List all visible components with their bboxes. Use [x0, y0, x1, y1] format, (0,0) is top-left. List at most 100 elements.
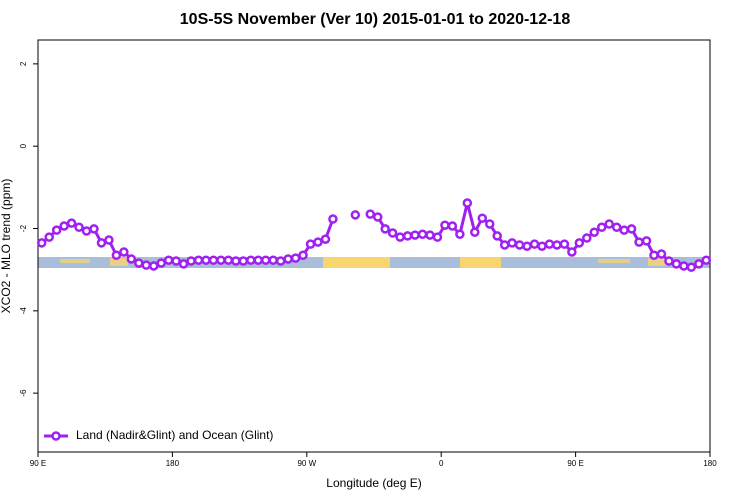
data-point — [619, 225, 629, 235]
data-point — [290, 253, 301, 263]
data-point — [634, 237, 644, 247]
data-point — [604, 219, 614, 229]
data-point — [499, 240, 510, 250]
data-point — [163, 255, 174, 265]
data-point — [402, 231, 413, 241]
data-point — [178, 259, 189, 269]
data-point — [537, 241, 547, 251]
land-band — [110, 258, 128, 266]
data-point — [596, 222, 607, 233]
data-point — [119, 247, 129, 257]
data-point — [582, 233, 592, 243]
data-point — [44, 232, 54, 242]
land-band — [460, 257, 501, 268]
data-point — [365, 209, 376, 219]
data-point — [417, 229, 428, 240]
land-band — [648, 258, 666, 266]
data-point — [432, 232, 443, 242]
data-point — [350, 210, 361, 220]
data-point — [380, 224, 390, 234]
data-point — [425, 230, 435, 240]
data-point — [246, 255, 256, 265]
data-point — [156, 258, 166, 268]
data-point — [544, 239, 555, 249]
data-point — [574, 238, 585, 248]
data-point — [492, 231, 502, 241]
data-point — [275, 256, 286, 266]
data-point — [298, 250, 308, 261]
data-point — [186, 256, 196, 266]
data-point — [649, 250, 659, 261]
data-point — [126, 254, 137, 264]
legend-label: Land (Nadir&Glint) and Ocean (Glint) — [76, 428, 273, 442]
data-point — [679, 261, 689, 271]
data-point — [216, 255, 226, 265]
data-point — [477, 213, 488, 223]
chart-title: 10S-5S November (Ver 10) 2015-01-01 to 2… — [180, 11, 571, 28]
land-band — [323, 257, 390, 268]
data-point — [395, 232, 405, 242]
data-point — [36, 238, 47, 248]
data-point — [559, 239, 570, 249]
data-point — [201, 255, 211, 265]
land-band — [598, 259, 630, 263]
y-tick-label: -6 — [19, 389, 28, 397]
data-point — [611, 222, 622, 233]
data-point — [455, 229, 465, 240]
data-point — [320, 234, 331, 244]
data-point — [253, 255, 264, 265]
land-band — [60, 259, 90, 263]
data-point — [410, 230, 420, 240]
data-point — [59, 221, 69, 231]
data-point — [171, 256, 181, 266]
data-point — [522, 241, 532, 251]
data-point — [313, 237, 323, 247]
x-tick-label: 90 W — [297, 459, 316, 468]
data-point — [208, 255, 219, 265]
x-tick-label: 180 — [703, 459, 717, 468]
x-tick-label: 90 E — [30, 459, 46, 468]
data-point — [484, 219, 495, 229]
data-point — [81, 226, 92, 236]
data-point — [223, 255, 234, 265]
data-point — [283, 254, 293, 264]
data-point — [671, 259, 682, 269]
data-point — [305, 239, 316, 249]
data-point — [387, 228, 398, 238]
data-point — [111, 250, 122, 261]
x-tick-label: 0 — [439, 459, 444, 468]
legend-marker — [51, 431, 61, 441]
data-point — [193, 255, 204, 265]
data-point — [470, 227, 480, 237]
data-point — [260, 255, 271, 265]
data-point — [372, 212, 383, 222]
data-point — [507, 238, 517, 248]
data-point — [656, 249, 667, 259]
y-tick-label: -4 — [19, 307, 28, 315]
data-point — [529, 239, 540, 249]
data-point — [694, 259, 704, 269]
data-point — [96, 238, 107, 248]
data-point — [66, 218, 77, 228]
data-point — [134, 258, 144, 268]
data-point — [89, 224, 99, 234]
data-point — [641, 236, 652, 246]
x-tick-label: 90 E — [567, 459, 583, 468]
y-tick-label: 2 — [19, 61, 28, 66]
data-point — [148, 261, 159, 271]
data-point — [664, 256, 674, 266]
data-point — [567, 247, 577, 257]
data-point — [51, 225, 62, 235]
plot-frame — [37, 39, 711, 453]
y-tick-label: -2 — [19, 224, 28, 232]
data-point — [589, 227, 600, 237]
data-point — [462, 198, 473, 208]
x-tick-label: 180 — [166, 459, 180, 468]
y-tick-label: 0 — [19, 143, 28, 148]
data-point — [238, 256, 249, 266]
data-point — [440, 220, 450, 230]
data-point — [328, 214, 338, 224]
x-axis-label: Longitude (deg E) — [326, 476, 421, 490]
data-point — [626, 224, 637, 234]
